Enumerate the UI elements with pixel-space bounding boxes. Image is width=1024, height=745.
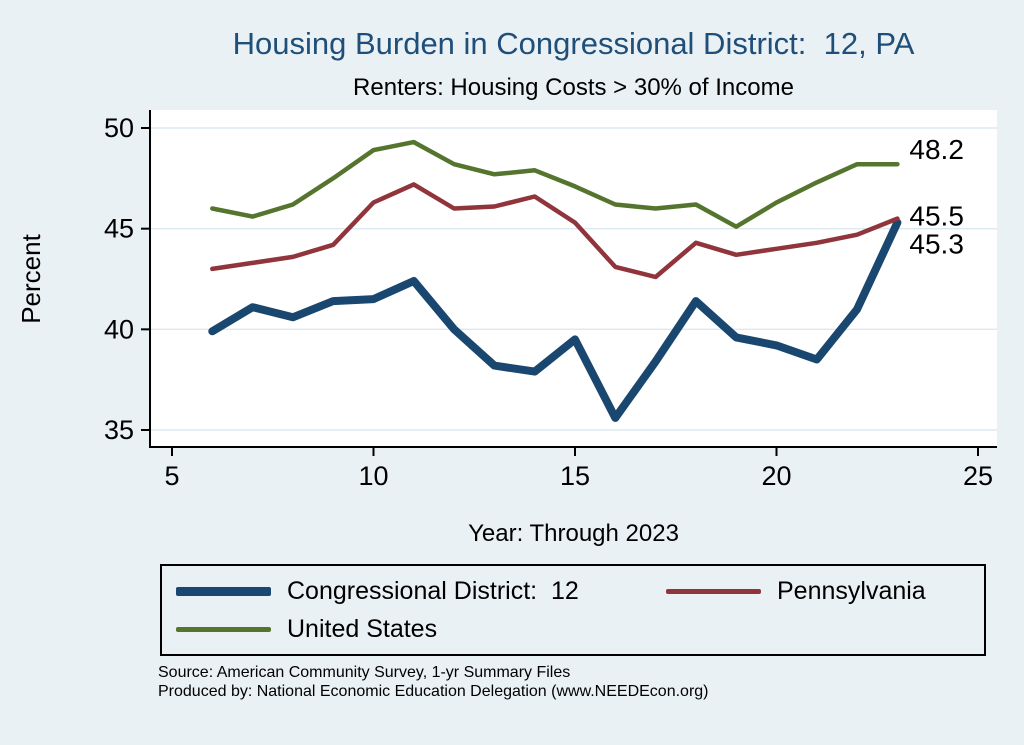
source-line-1: Source: American Community Survey, 1-yr … <box>158 664 571 681</box>
y-axis-label: Percent <box>16 233 46 323</box>
x-tick-label: 20 <box>761 461 791 491</box>
y-tick-label: 50 <box>104 113 134 143</box>
cd12-line-swatch <box>176 586 271 596</box>
chart-legend: Congressional District: 12 Pennsylvania … <box>160 564 986 656</box>
end-value-label: 48.2 <box>909 134 964 165</box>
legend-row: Congressional District: 12 Pennsylvania <box>162 577 984 606</box>
source-note: Source: American Community Survey, 1-yr … <box>158 664 998 702</box>
chart-title: Housing Burden in Congressional District… <box>232 26 915 61</box>
legend-label-cd12: Congressional District: 12 <box>287 576 579 605</box>
y-tick-label: 35 <box>104 415 134 445</box>
end-value-label: 45.3 <box>909 229 964 260</box>
x-tick-label: 5 <box>164 461 179 491</box>
series-line-congressional-district-12 <box>208 218 902 422</box>
united-states-line-swatch <box>176 626 271 632</box>
legend-label-pennsylvania: Pennsylvania <box>777 576 926 605</box>
x-axis-label: Year: Through 2023 <box>468 520 679 547</box>
legend-item-united-states: United States <box>162 615 652 644</box>
chart-subtitle: Renters: Housing Costs > 30% of Income <box>353 74 794 101</box>
legend-label-united-states: United States <box>287 614 438 643</box>
axis-frame <box>149 110 997 448</box>
series-line-united-states <box>210 139 900 229</box>
x-tick-label: 10 <box>358 461 388 491</box>
legend-row: United States <box>162 615 984 644</box>
y-tick-label: 40 <box>104 314 134 344</box>
legend-item-pennsylvania: Pennsylvania <box>652 577 926 606</box>
pennsylvania-line-swatch <box>666 588 761 594</box>
source-line-2: Produced by: National Economic Education… <box>158 682 709 700</box>
series-line-pennsylvania <box>210 182 900 280</box>
x-tick-label: 15 <box>560 461 590 491</box>
x-tick-label: 25 <box>963 461 993 491</box>
legend-item-cd12: Congressional District: 12 <box>162 577 652 606</box>
end-value-label: 45.5 <box>909 201 964 232</box>
y-tick-label: 45 <box>104 214 134 244</box>
